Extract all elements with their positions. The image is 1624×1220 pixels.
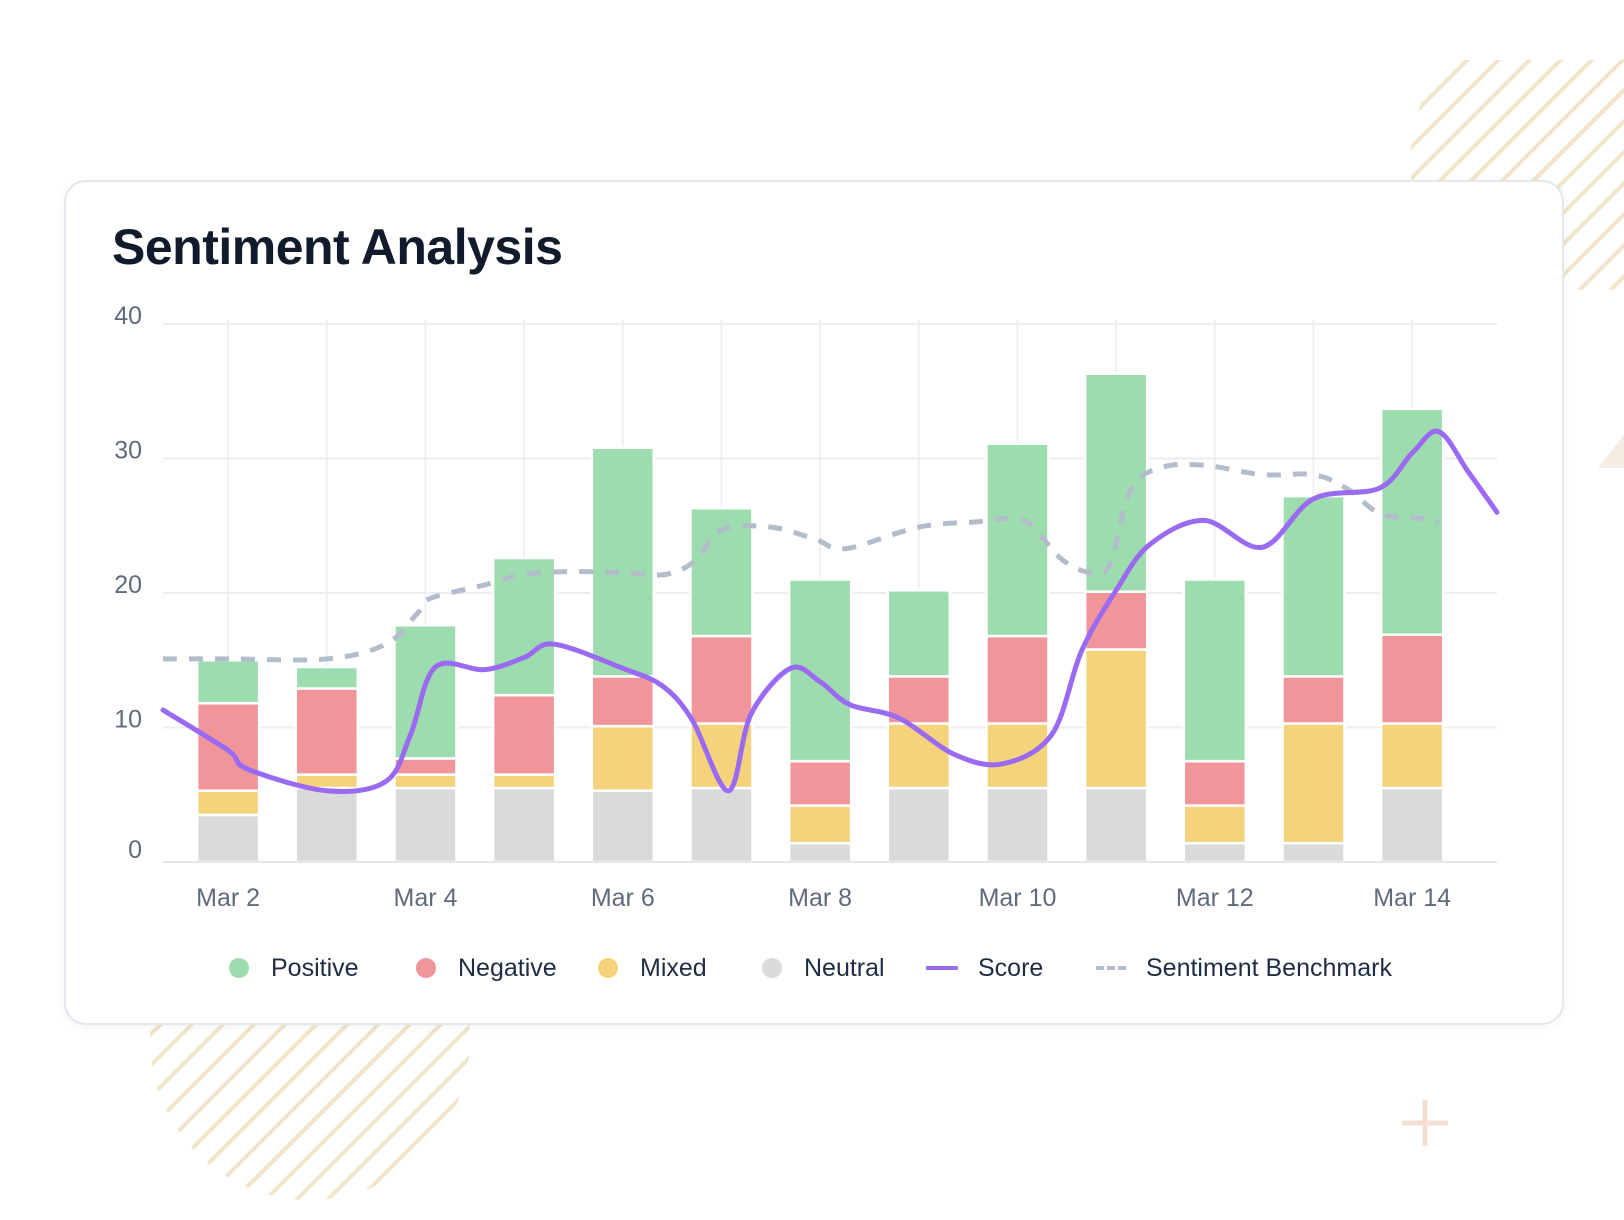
legend-dashed-line-icon [1096, 966, 1126, 970]
bar-segment-neutral [1182, 841, 1248, 864]
bar-segment-mixed [787, 804, 853, 845]
x-tick-label: Mar 10 [979, 884, 1057, 912]
x-tick-label: Mar 6 [591, 884, 655, 912]
legend-item-mixed[interactable]: Mixed [598, 950, 707, 986]
bar-stack-mar-13 [1281, 494, 1346, 864]
bar-segment-neutral [1281, 841, 1346, 864]
legend-label: Negative [458, 953, 557, 982]
legend-label: Positive [271, 953, 359, 982]
bar-segment-negative [985, 634, 1050, 725]
y-tick-label: 40 [114, 302, 142, 330]
bar-segment-negative [491, 693, 557, 776]
bar-segment-neutral [689, 786, 754, 864]
legend-item-negative[interactable]: Negative [416, 950, 557, 986]
bar-segment-positive [294, 665, 360, 690]
bar-segment-neutral [886, 786, 952, 864]
legend-dot-icon [229, 958, 249, 978]
bar-segment-negative [393, 757, 458, 776]
x-tick-label: Mar 8 [788, 884, 852, 912]
legend-dot-icon [762, 958, 782, 978]
legend-item-score[interactable]: Score [926, 950, 1043, 986]
bar-segment-mixed [195, 789, 261, 817]
bar-segment-neutral [393, 786, 458, 864]
bar-segment-neutral [1083, 786, 1149, 864]
bar-segment-neutral [491, 786, 557, 864]
bar-segment-positive [985, 442, 1050, 638]
bar-segment-negative [1281, 675, 1346, 725]
bar-stack-mar-6 [590, 446, 656, 864]
legend-dot-icon [598, 958, 618, 978]
legend-item-neutral[interactable]: Neutral [762, 950, 885, 986]
sentiment-benchmark-line [163, 461, 1441, 663]
triangle-decoration [1598, 435, 1624, 468]
bar-segment-negative [689, 634, 754, 725]
bar-segment-neutral [294, 786, 360, 864]
bar-stack-mar-10 [985, 442, 1050, 864]
x-tick-label: Mar 4 [394, 884, 458, 912]
bar-segment-mixed [886, 722, 952, 790]
y-tick-label: 20 [114, 571, 142, 599]
bar-segment-mixed [491, 773, 557, 790]
bar-segment-neutral [985, 786, 1050, 864]
bar-stack-mar-2 [195, 659, 261, 864]
bar-segment-positive [689, 507, 754, 638]
chart-title: Sentiment Analysis [112, 219, 563, 275]
bar-segment-negative [195, 702, 261, 792]
y-tick-label: 30 [114, 437, 142, 465]
bar-segment-positive [195, 659, 261, 705]
bar-segment-neutral [195, 813, 261, 864]
bar-segment-mixed [1281, 722, 1346, 845]
lines [160, 428, 1500, 794]
bar-stack-mar-12 [1182, 578, 1248, 864]
legend-label: Score [978, 953, 1044, 982]
bar-stack-mar-3 [294, 665, 360, 864]
bar-segment-positive [886, 589, 952, 678]
bar-stack-mar-5 [491, 556, 557, 864]
bar-stack-mar-11 [1083, 372, 1149, 864]
x-tick-label: Mar 2 [196, 884, 260, 912]
bar-stack-mar-7 [689, 507, 754, 864]
bar-segment-neutral [1379, 786, 1445, 864]
legend-label: Neutral [804, 953, 885, 982]
bar-segment-mixed [985, 722, 1050, 790]
bar-segment-mixed [1083, 648, 1149, 790]
legend-item-positive[interactable]: Positive [229, 950, 359, 986]
legend-label: Sentiment Benchmark [1146, 953, 1392, 982]
bar-segment-negative [1379, 633, 1445, 725]
bar-segment-positive [787, 578, 853, 763]
bar-stack-mar-9 [886, 589, 952, 864]
axes: 0 10 20 30 40 Mar 2 Mar 4 Mar 6 Mar 8 Mar 10 Mar 1… [114, 302, 1497, 912]
bar-segment-neutral [787, 841, 853, 864]
legend-line-icon [926, 966, 958, 970]
x-tick-label: Mar 12 [1176, 884, 1254, 912]
bar-segment-neutral [590, 789, 656, 864]
legend-label: Mixed [640, 953, 707, 982]
bar-segment-mixed [393, 773, 458, 790]
legend-dot-icon [416, 958, 436, 978]
bar-segment-positive [1379, 407, 1445, 636]
bar-stack-mar-14 [1379, 407, 1445, 864]
y-tick-label: 0 [128, 836, 142, 864]
bar-segment-positive [1281, 494, 1346, 678]
x-tick-label: Mar 14 [1373, 884, 1451, 912]
bar-segment-negative [1083, 590, 1149, 651]
plus-decoration [1402, 1100, 1448, 1146]
bar-segment-negative [294, 687, 360, 776]
y-tick-label: 10 [114, 706, 142, 734]
bar-segment-negative [590, 675, 656, 728]
bar-segment-positive [1182, 578, 1248, 763]
bar-segment-negative [1182, 759, 1248, 807]
bar-stack-mar-8 [787, 578, 853, 864]
bar-segment-mixed [590, 724, 656, 792]
bar-segment-negative [787, 759, 853, 807]
bar-segment-positive [590, 446, 656, 678]
bar-segment-mixed [1379, 722, 1445, 790]
legend-item-sentiment-benchmark[interactable]: Sentiment Benchmark [1096, 950, 1392, 986]
score-line [160, 428, 1500, 794]
bar-segment-mixed [1182, 804, 1248, 845]
